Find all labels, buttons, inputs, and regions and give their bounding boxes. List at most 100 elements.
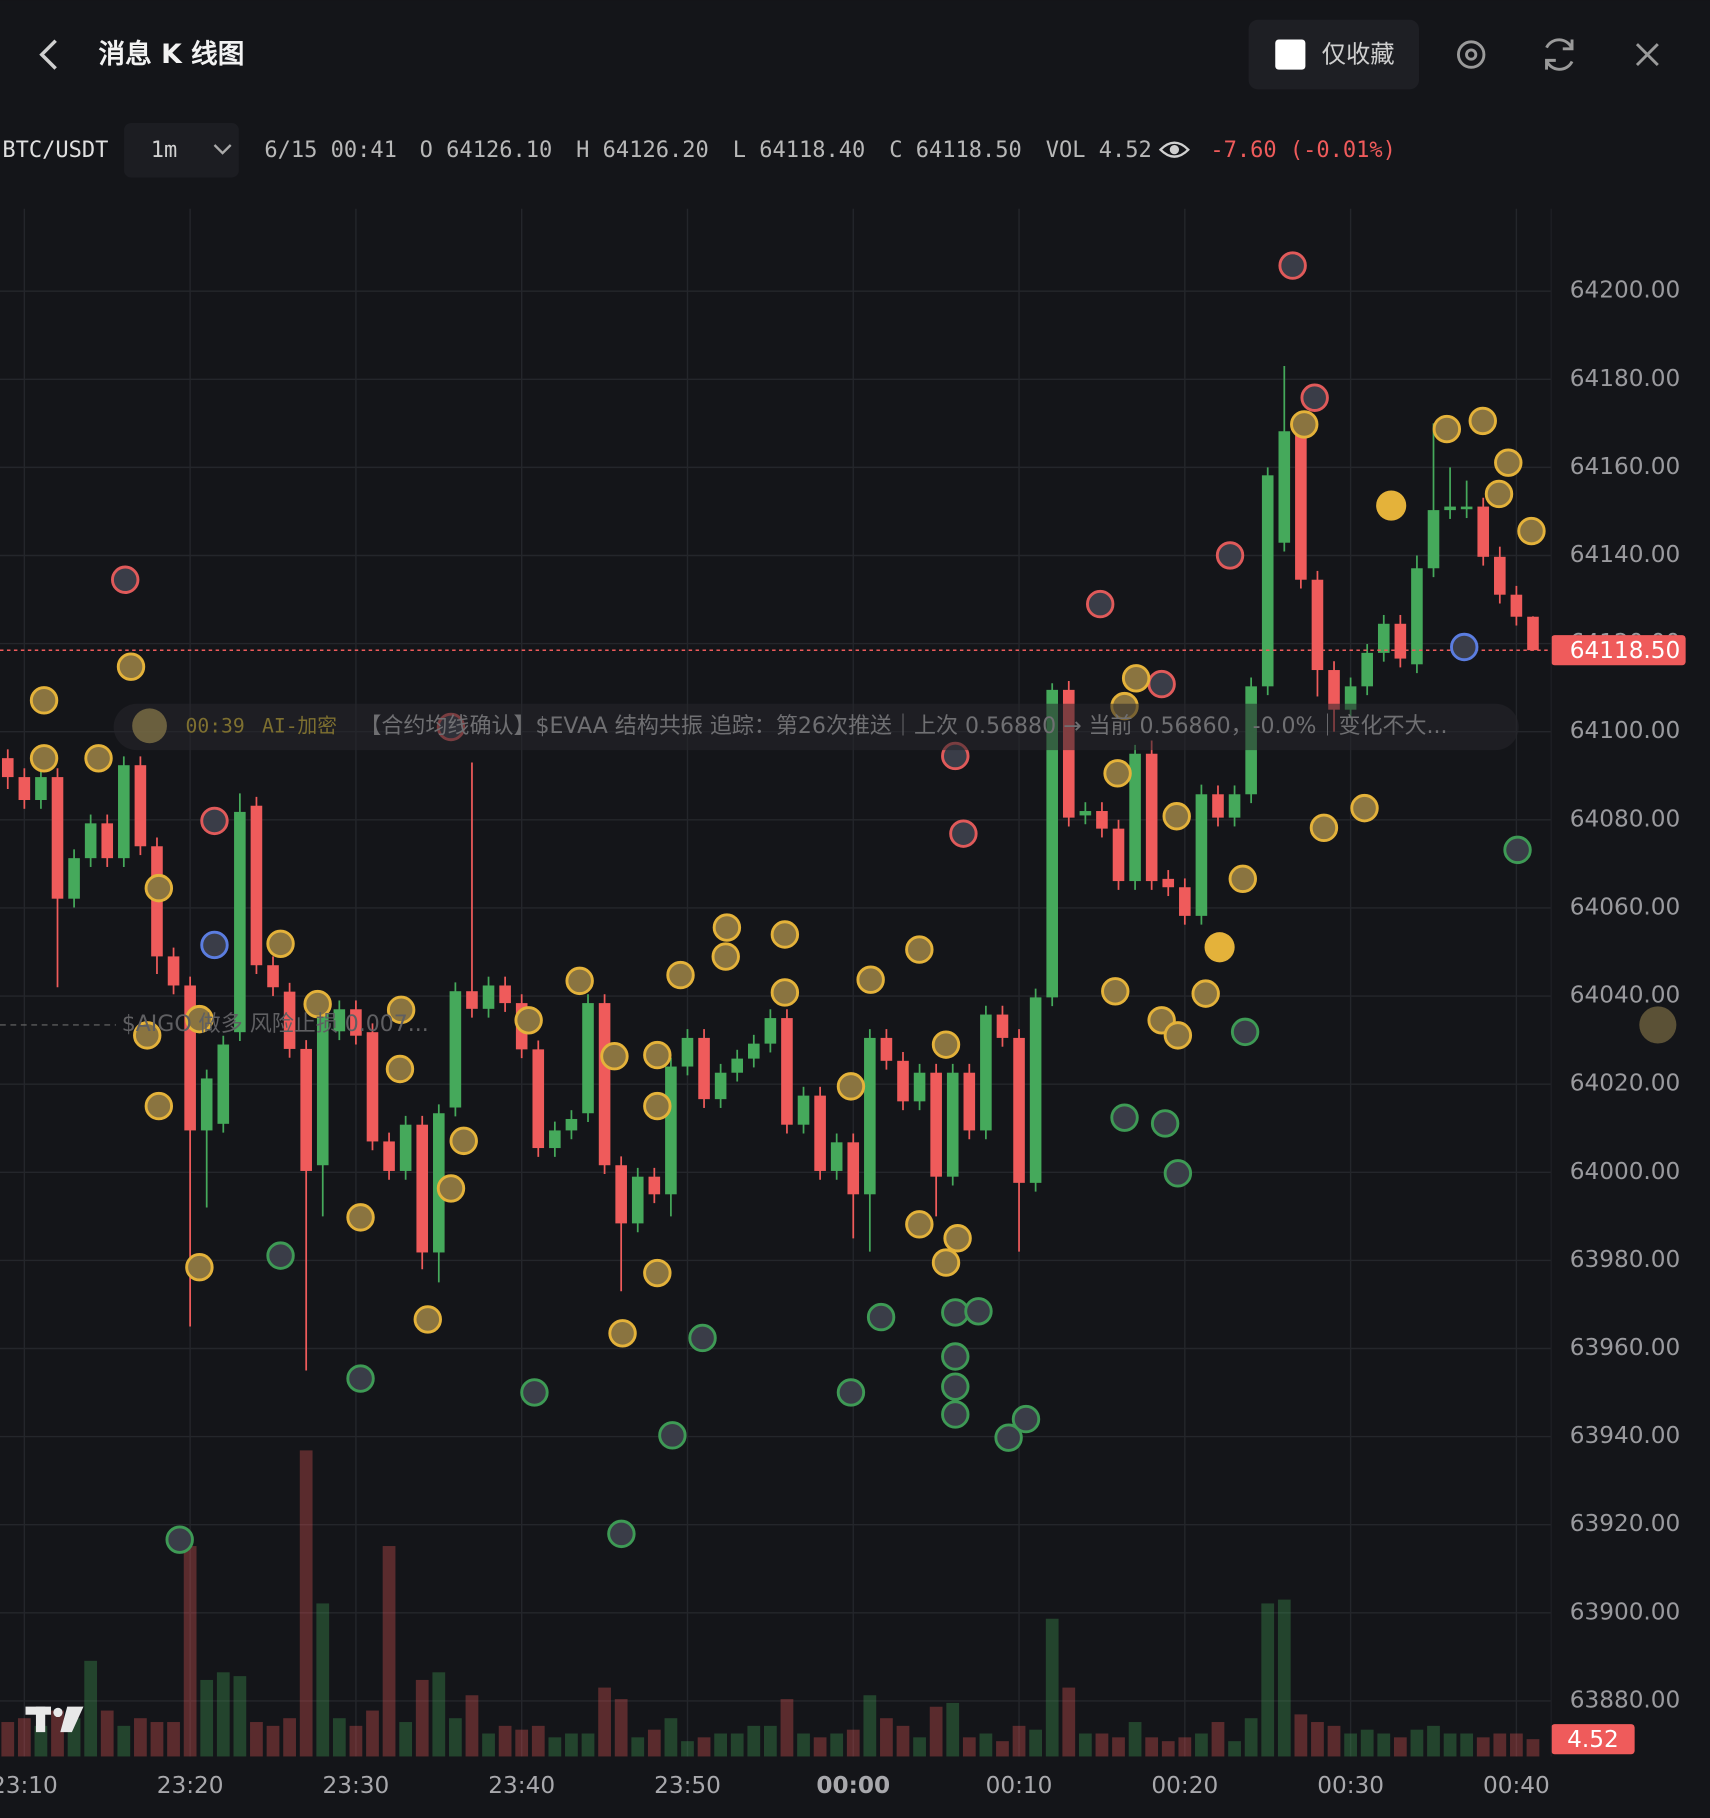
news-marker[interactable] [643,1258,672,1288]
news-marker[interactable] [941,1372,970,1401]
volume-bar [614,1699,628,1757]
visibility-toggle[interactable] [1158,141,1190,158]
news-marker[interactable] [386,995,416,1025]
news-marker[interactable] [1484,479,1514,509]
interval-select[interactable] [124,122,239,178]
news-marker[interactable] [1163,1021,1193,1050]
news-marker[interactable] [866,1302,896,1332]
news-marker[interactable] [770,978,800,1007]
news-marker[interactable] [1350,793,1379,823]
back-button[interactable] [39,39,57,70]
volume-bar [1195,1733,1208,1757]
news-marker[interactable] [436,1174,466,1203]
news-marker[interactable] [949,819,978,848]
news-marker[interactable] [1503,835,1532,865]
news-marker[interactable] [931,1248,961,1277]
news-marker[interactable] [346,1364,375,1393]
news-marker[interactable] [346,1203,375,1232]
news-marker[interactable] [1103,759,1132,788]
news-marker[interactable] [1432,414,1462,444]
volume-bar [962,1737,976,1757]
news-marker[interactable] [1085,589,1115,619]
news-marker[interactable] [1011,1404,1041,1434]
news-marker[interactable] [1101,977,1130,1006]
news-marker[interactable] [303,989,332,1019]
news-marker[interactable] [111,565,140,594]
news-marker[interactable] [1468,406,1497,436]
news-marker[interactable] [413,1305,442,1334]
news-marker[interactable] [84,744,113,773]
news-marker[interactable] [1121,664,1151,693]
news-marker[interactable] [1376,490,1407,521]
news-marker[interactable] [385,1054,415,1084]
news-marker[interactable] [836,1072,866,1101]
news-marker[interactable] [905,935,934,964]
news-marker[interactable] [144,1091,174,1121]
checkbox[interactable] [1275,39,1306,70]
news-marker[interactable] [941,1298,970,1327]
news-marker[interactable] [165,1525,194,1554]
news-marker[interactable] [666,960,695,990]
news-marker[interactable] [1215,541,1245,570]
news-marker[interactable] [200,806,229,836]
news-marker[interactable] [520,1378,549,1407]
news-marker[interactable] [185,1253,214,1282]
refresh-button[interactable] [1545,38,1574,71]
news-marker[interactable] [711,942,740,971]
news-marker[interactable] [1163,1159,1193,1188]
candle-body [200,1078,213,1131]
news-marker[interactable] [29,686,59,715]
news-marker[interactable] [658,1421,687,1450]
news-marker[interactable] [144,873,174,903]
legend-time: 6/15 00:41 [264,138,397,163]
news-marker[interactable] [1147,669,1176,699]
news-marker[interactable] [185,1004,214,1034]
news-marker[interactable] [1309,813,1339,843]
news-marker[interactable] [565,966,594,996]
candle-body [1013,1037,1025,1183]
news-marker[interactable] [29,744,59,773]
news-marker[interactable] [643,1091,672,1121]
news-marker[interactable] [1494,448,1523,477]
news-banner[interactable] [113,703,1519,751]
news-marker[interactable] [600,1042,629,1071]
news-marker[interactable] [1290,410,1319,439]
news-marker[interactable] [905,1210,934,1239]
news-marker[interactable] [770,920,800,949]
news-marker[interactable] [133,1021,162,1050]
news-marker[interactable] [964,1297,993,1326]
news-marker[interactable] [931,1030,961,1059]
news-marker[interactable] [1110,1103,1139,1132]
news-marker[interactable] [643,1040,672,1070]
news-marker[interactable] [1230,1017,1260,1047]
news-marker[interactable] [1278,251,1307,280]
news-marker[interactable] [1517,516,1546,546]
news-marker[interactable] [200,930,229,960]
news-marker[interactable] [266,1241,295,1270]
news-marker[interactable] [856,965,885,994]
news-marker[interactable] [1450,632,1479,662]
news-marker[interactable] [1162,802,1191,831]
news-marker[interactable] [1150,1109,1180,1138]
news-marker[interactable] [514,1006,543,1035]
news-marker[interactable] [116,652,146,681]
favorites-toggle[interactable] [1248,19,1420,90]
news-marker[interactable] [943,1224,972,1253]
news-marker[interactable] [449,1126,478,1156]
news-marker[interactable] [994,1423,1023,1452]
news-marker[interactable] [688,1323,717,1353]
news-marker[interactable] [941,1342,970,1371]
news-marker[interactable] [941,1400,970,1429]
news-marker[interactable] [1191,979,1220,1008]
news-marker[interactable] [1204,932,1235,963]
close-button[interactable] [1635,43,1659,67]
news-marker[interactable] [712,913,742,942]
news-marker[interactable] [266,929,295,958]
news-marker[interactable] [836,1378,866,1407]
settings-button[interactable] [1456,40,1486,69]
news-marker[interactable] [608,1319,637,1348]
news-marker[interactable] [1300,383,1329,412]
news-marker[interactable] [1228,864,1257,894]
candle-body [1344,686,1357,710]
news-marker[interactable] [607,1519,636,1549]
